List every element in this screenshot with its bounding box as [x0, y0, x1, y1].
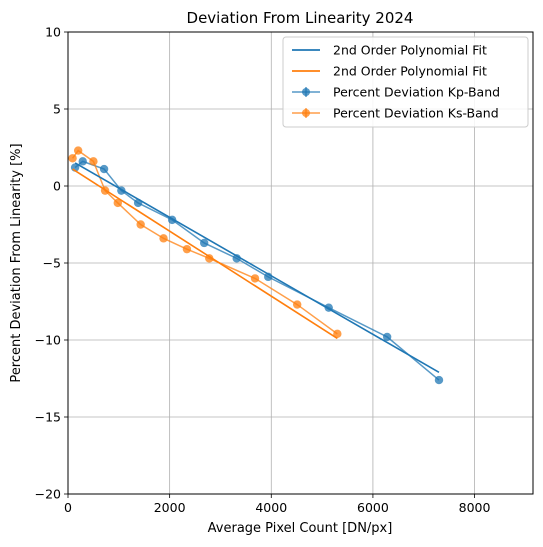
data-point — [78, 157, 87, 166]
fit-line — [72, 168, 338, 340]
x-tick-label: 4000 — [255, 500, 287, 515]
data-point — [73, 146, 83, 155]
legend-label: Percent Deviation Ks-Band — [333, 106, 499, 121]
y-tick-label: −15 — [35, 410, 61, 425]
y-axis-label: Percent Deviation From Linearity [%] — [9, 143, 24, 382]
data-point — [250, 274, 260, 283]
data-point — [292, 300, 302, 309]
x-axis-label: Average Pixel Count [DN/px] — [208, 521, 393, 536]
legend-label: 2nd Order Polynomial Fit — [333, 43, 487, 58]
y-tick-label: −5 — [43, 256, 61, 271]
legend-box — [282, 36, 529, 128]
data-point — [99, 164, 109, 174]
data-point — [159, 234, 168, 243]
data-point — [434, 375, 444, 385]
data-point — [136, 220, 145, 229]
data-point — [68, 154, 77, 163]
legend-entry: 2nd Order Polynomial Fit — [292, 64, 487, 79]
data-point — [89, 157, 98, 166]
plot-data — [68, 146, 444, 385]
y-tick-label: 10 — [45, 25, 61, 40]
y-tick-label: 0 — [53, 179, 61, 194]
chart-title: Deviation From Linearity 2024 — [187, 9, 414, 27]
axis-ticks: 0 2000 4000 6000 8000 −20 −15 −10 −5 0 5 10 — [35, 25, 491, 516]
legend-label: Percent Deviation Kp-Band — [333, 85, 500, 100]
data-point — [113, 198, 123, 208]
y-tick-label: −10 — [35, 333, 61, 348]
legend-entry: Percent Deviation Kp-Band — [292, 85, 500, 100]
legend-entry: Percent Deviation Ks-Band — [292, 106, 499, 121]
data-point — [182, 244, 192, 254]
legend-entry: 2nd Order Polynomial Fit — [292, 43, 487, 58]
legend-marker-swatch — [302, 88, 310, 96]
data-point — [382, 332, 392, 342]
legend: 2nd Order Polynomial Fit 2nd Order Polyno… — [282, 36, 529, 128]
y-tick-label: 5 — [53, 102, 61, 117]
x-tick-label: 2000 — [154, 500, 186, 515]
legend-label: 2nd Order Polynomial Fit — [333, 64, 487, 79]
x-tick-label: 8000 — [459, 500, 491, 515]
x-tick-label: 0 — [64, 500, 72, 515]
fit-line — [74, 162, 440, 374]
y-tick-label: −20 — [35, 487, 61, 502]
data-point — [199, 238, 209, 248]
x-tick-label: 6000 — [357, 500, 389, 515]
data-point — [205, 254, 214, 263]
data-point — [333, 329, 342, 339]
legend-marker-swatch — [302, 109, 310, 117]
